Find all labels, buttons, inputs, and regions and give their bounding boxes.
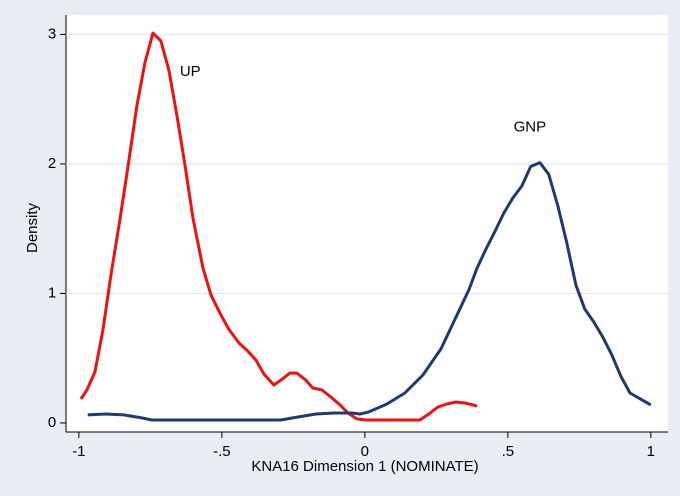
density-line <box>87 161 652 422</box>
density-line <box>79 31 478 422</box>
x-tick-label: 1 <box>647 443 655 460</box>
series-label: UP <box>180 63 201 80</box>
y-axis-title: Density <box>24 202 41 253</box>
y-tick-label: 3 <box>48 25 56 42</box>
plot-area <box>66 15 668 432</box>
x-tick-label: .5 <box>502 443 515 460</box>
y-tick-label: 0 <box>48 414 56 431</box>
y-tick-label: 1 <box>48 284 56 301</box>
series-label: GNP <box>514 119 547 136</box>
x-axis-title: KNA16 Dimension 1 (NOMINATE) <box>251 458 478 475</box>
x-tick-label: -.5 <box>213 443 231 460</box>
y-tick-label: 2 <box>48 155 56 172</box>
x-tick-label: -1 <box>72 443 85 460</box>
x-tick-label: 0 <box>361 443 369 460</box>
